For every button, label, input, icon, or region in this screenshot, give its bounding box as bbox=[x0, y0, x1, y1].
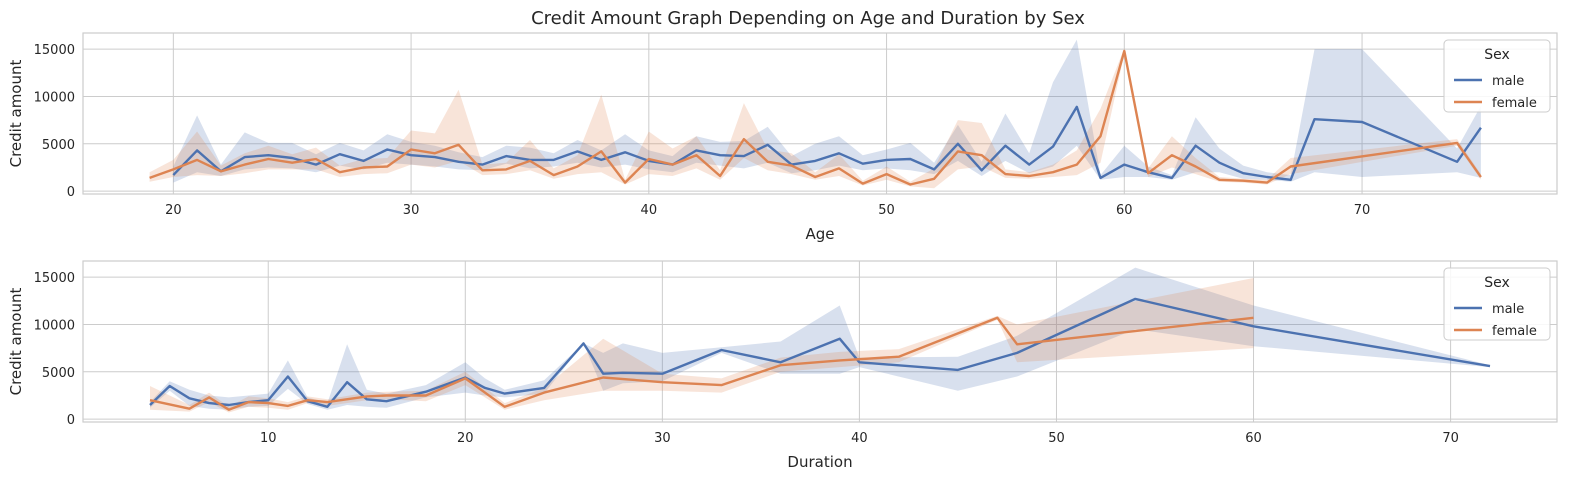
confidence-band-male bbox=[173, 39, 1481, 183]
y-tick-label: 15000 bbox=[34, 43, 75, 58]
series-line-female bbox=[149, 49, 1482, 186]
x-tick-label: 70 bbox=[1354, 203, 1371, 218]
y-axis-label: Credit amount bbox=[7, 288, 25, 396]
age-axes: 20 30 40 50 60 70 0 5000 10000 15000 Age Credit amo… bbox=[7, 32, 1558, 243]
legend-title: Sex bbox=[1484, 275, 1510, 291]
x-tick-label: 50 bbox=[878, 203, 895, 218]
y-tick-label: 0 bbox=[67, 185, 75, 200]
x-tick-label: 20 bbox=[457, 431, 474, 446]
confidence-band-male bbox=[150, 267, 1490, 410]
legend-entry-female: female bbox=[1492, 96, 1537, 111]
x-axis-label: Age bbox=[805, 225, 834, 243]
x-axis-label: Duration bbox=[787, 453, 852, 471]
legend-entry-male: male bbox=[1492, 302, 1524, 317]
x-tick-label: 40 bbox=[641, 203, 658, 218]
x-tick-label: 20 bbox=[165, 203, 182, 218]
x-tick-label: 30 bbox=[654, 431, 671, 446]
legend-box bbox=[1443, 39, 1551, 113]
x-tick-label: 60 bbox=[1245, 431, 1262, 446]
y-tick-label: 5000 bbox=[42, 366, 75, 381]
y-tick-label: 0 bbox=[67, 413, 75, 428]
y-tick-label: 10000 bbox=[34, 90, 75, 105]
x-tick-label: 60 bbox=[1116, 203, 1133, 218]
legend: Sex male female bbox=[1443, 267, 1551, 341]
axes-frame bbox=[82, 260, 1558, 423]
legend-title: Sex bbox=[1484, 47, 1510, 63]
x-tick-label: 40 bbox=[851, 431, 868, 446]
x-tick-label: 70 bbox=[1442, 431, 1459, 446]
legend-entry-female: female bbox=[1492, 324, 1537, 339]
series-line-female bbox=[149, 316, 1254, 411]
x-tick-label: 30 bbox=[403, 203, 420, 218]
legend-box bbox=[1443, 267, 1551, 341]
y-tick-label: 10000 bbox=[34, 318, 75, 333]
x-tick-label: 50 bbox=[1048, 431, 1065, 446]
y-tick-label: 5000 bbox=[42, 138, 75, 153]
duration-axes: 10 20 30 40 50 60 70 0 5000 10000 15000 Duration Cre… bbox=[7, 260, 1558, 471]
y-tick-label: 15000 bbox=[34, 271, 75, 286]
legend-entry-male: male bbox=[1492, 74, 1524, 89]
y-axis-label: Credit amount bbox=[7, 60, 25, 168]
axes-frame bbox=[82, 32, 1558, 195]
x-tick-label: 10 bbox=[260, 431, 277, 446]
legend: Sex male female bbox=[1443, 39, 1551, 113]
figure-title: Credit Amount Graph Depending on Age and… bbox=[531, 8, 1085, 29]
